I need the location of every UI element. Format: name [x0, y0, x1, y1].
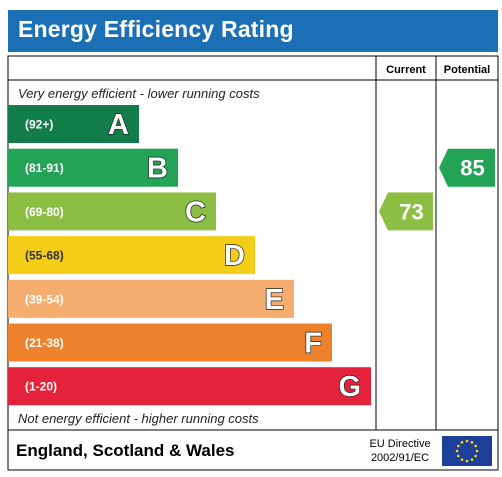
top-note: Very energy efficient - lower running co… — [18, 86, 260, 101]
current-rating-arrow — [379, 192, 433, 231]
page-title: Energy Efficiency Rating — [18, 16, 294, 42]
band-range-label: (21-38) — [25, 336, 64, 350]
rating-band-b: (81-91) B — [8, 148, 178, 187]
band-letter-label: B — [147, 153, 168, 185]
potential-column-header: Potential — [444, 64, 490, 76]
band-range-label: (39-54) — [25, 292, 64, 306]
eu-flag-icon — [442, 436, 492, 466]
band-range-label: (81-91) — [25, 161, 64, 175]
band-bar-b — [8, 148, 178, 187]
directive-line-1: EU Directive — [369, 438, 430, 450]
band-letter-label: D — [224, 240, 245, 272]
band-bar-f — [8, 323, 332, 362]
rating-bands: (92+) A (81-91) B (69-80) C (55-68) D (39-54) E (2… — [8, 105, 371, 406]
rating-band-d: (55-68) D — [8, 236, 255, 275]
rating-band-c: (69-80) C — [8, 192, 216, 231]
rating-band-a: (92+) A — [8, 105, 139, 143]
directive-line-2: 2002/91/EC — [371, 452, 429, 464]
potential-rating: 85 — [439, 148, 495, 187]
band-bar-a — [8, 105, 139, 143]
band-range-label: (92+) — [25, 118, 53, 132]
band-bar-d — [8, 236, 255, 275]
band-bar-e — [8, 279, 294, 318]
band-letter-label: E — [265, 284, 284, 316]
band-range-label: (1-20) — [25, 380, 57, 394]
rating-indicators: 73 85 — [379, 148, 495, 231]
rating-band-f: (21-38) F — [8, 323, 332, 362]
current-rating: 73 — [379, 192, 433, 231]
band-bar-c — [8, 192, 216, 231]
rating-band-g: (1-20) G — [8, 367, 371, 406]
potential-rating-arrow — [439, 148, 495, 187]
band-letter-label: C — [185, 196, 206, 228]
bottom-note: Not energy efficient - higher running co… — [18, 411, 259, 426]
header-bar: Energy Efficiency Rating — [8, 10, 498, 52]
footer-region: England, Scotland & Wales — [16, 441, 235, 460]
current-rating-value: 73 — [399, 199, 423, 224]
band-letter-label: F — [304, 328, 322, 360]
current-column-header: Current — [386, 64, 426, 76]
band-letter-label: G — [338, 371, 361, 403]
band-bar-g — [8, 367, 371, 406]
potential-rating-value: 85 — [460, 156, 484, 181]
band-letter-label: A — [108, 109, 129, 141]
band-range-label: (55-68) — [25, 249, 64, 263]
band-range-label: (69-80) — [25, 205, 64, 219]
rating-band-e: (39-54) E — [8, 279, 294, 318]
